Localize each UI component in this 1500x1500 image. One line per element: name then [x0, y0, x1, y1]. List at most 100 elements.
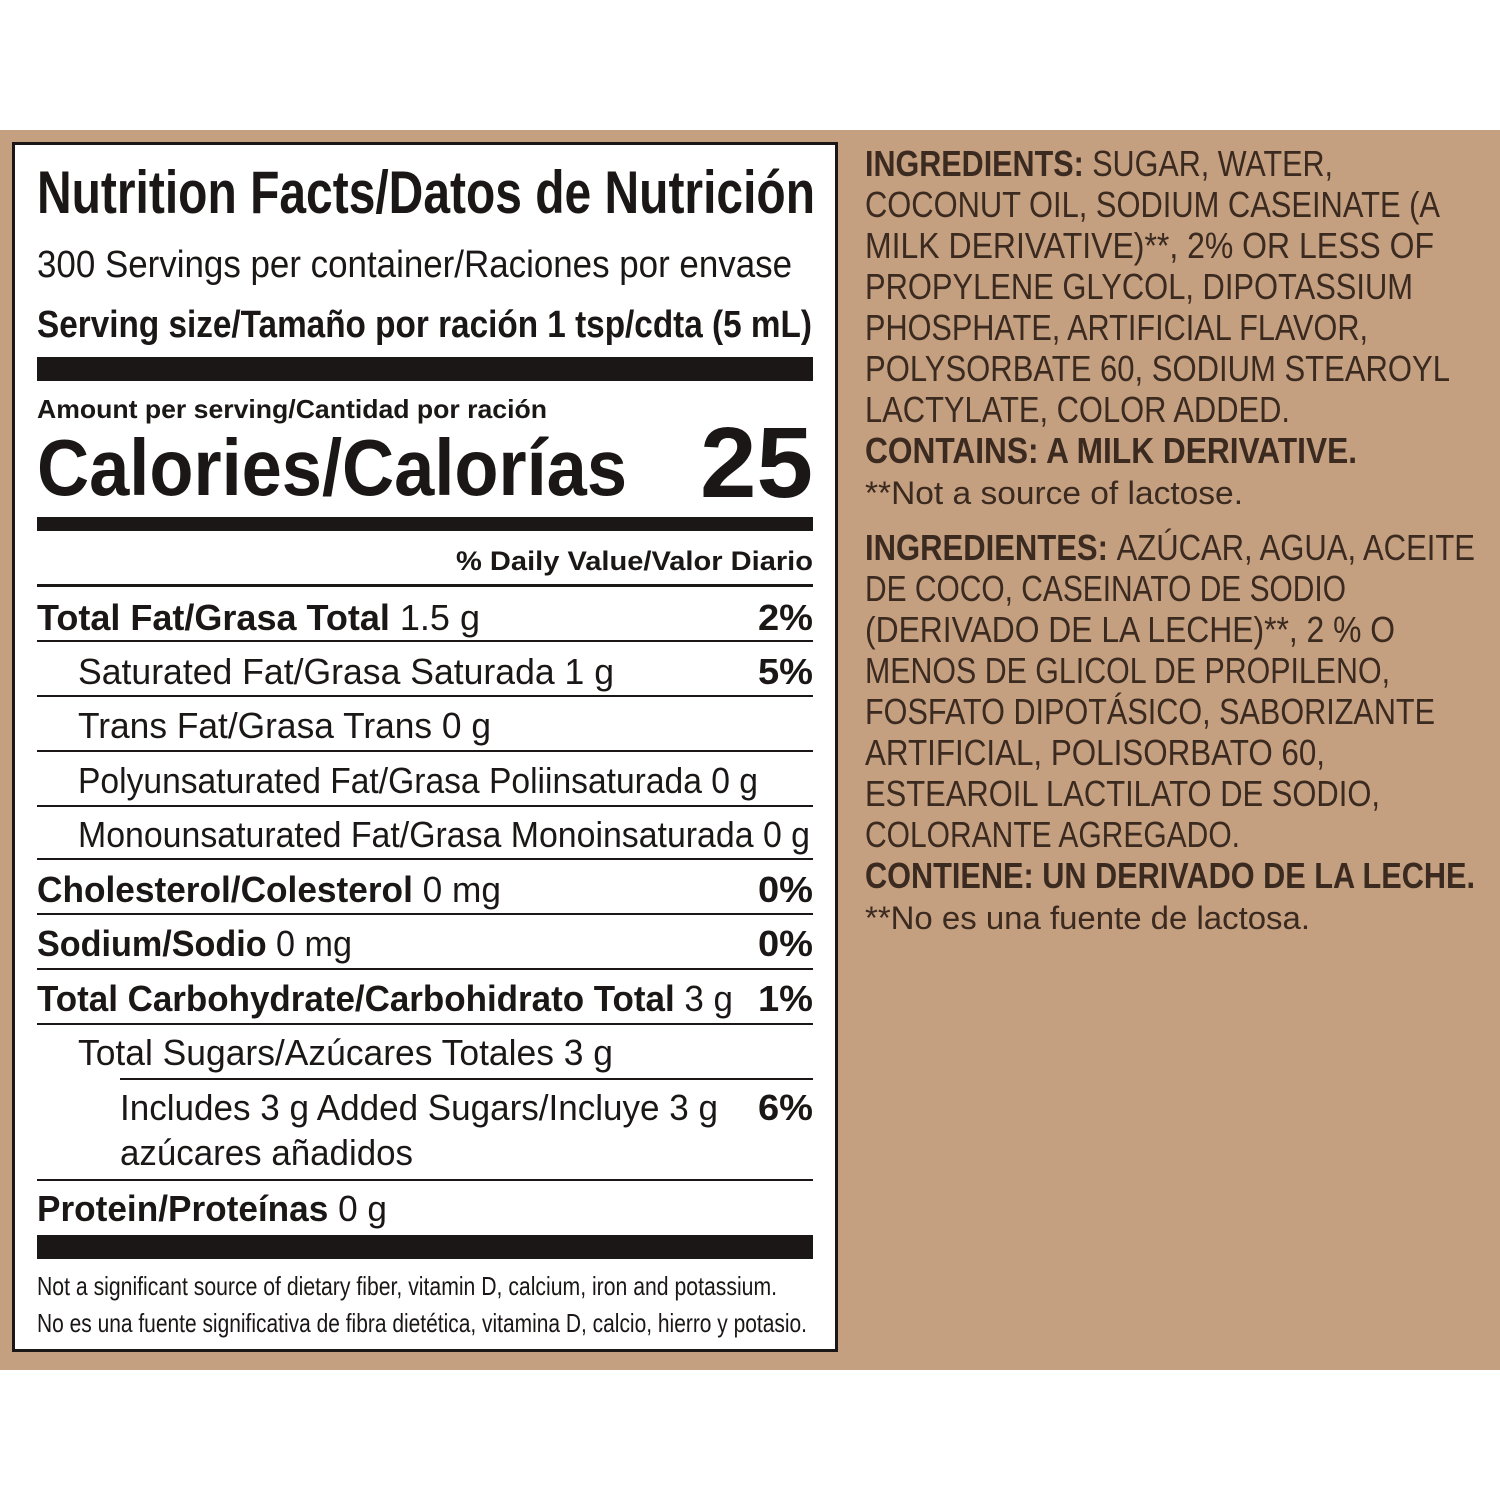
nutrient-name: Sodium/Sodio [37, 923, 267, 964]
ingredients-text: LACTYLATE, COLOR ADDED. [865, 389, 1290, 430]
ingredients-text: COCONUT OIL, SODIUM CASEINATE (A [865, 184, 1440, 225]
nutrient-name: Saturated Fat/Grasa Saturada [78, 651, 556, 692]
ingredients-text: ARTIFICIAL, POLISORBATO 60, [865, 732, 1325, 773]
nutrient-name: Cholesterol/Colesterol [37, 869, 413, 910]
nutrient-amount: 1.5 g [400, 597, 480, 638]
daily-value: 0% [758, 923, 813, 964]
ingredient-line: PHOSPHATE, ARTIFICIAL FLAVOR, [865, 307, 1368, 348]
ingredients-text: AZÚCAR, AGUA, ACEITE [1117, 527, 1475, 568]
nutrient-row: Protein/Proteínas0 g [37, 1188, 387, 1229]
ingredients-text: (DERIVADO DE LA LECHE)**, 2 % O [865, 609, 1395, 650]
daily-value: 2% [758, 597, 813, 638]
nutrient-name: Total Fat/Grasa Total [37, 597, 390, 638]
medium-rule [37, 517, 813, 531]
rule [37, 584, 813, 587]
ingredient-line: ESTEAROIL LACTILATO DE SODIO, [865, 773, 1380, 814]
daily-value: 6% [758, 1087, 813, 1128]
nutrient-row: Total Carbohydrate/Carbohidrato Total3 g [37, 978, 733, 1019]
ingredient-line: MENOS DE GLICOL DE PROPILENO, [865, 650, 1390, 691]
nutrient-amount: 0 g [442, 705, 491, 746]
lactose-note: **No es una fuente de lactosa. [865, 900, 1310, 936]
footnote: No es una fuente significativa de fibra … [37, 1308, 807, 1338]
ingredient-line: INGREDIENTS:SUGAR, WATER, [865, 143, 1333, 184]
daily-value: 1% [758, 978, 813, 1019]
ingredient-line: COCONUT OIL, SODIUM CASEINATE (A [865, 184, 1440, 225]
nutrient-amount: 3 g [564, 1032, 613, 1073]
nutrient-row: Total Fat/Grasa Total 1.5 g [37, 597, 480, 638]
row-rule [37, 1179, 813, 1181]
ingredient-line: (DERIVADO DE LA LECHE)**, 2 % O [865, 609, 1395, 650]
daily-value: 0% [758, 869, 813, 910]
ingredient-line: LACTYLATE, COLOR ADDED. [865, 389, 1290, 430]
daily-value-header: % Daily Value/Valor Diario [456, 546, 813, 576]
footnote: Not a significant source of dietary fibe… [37, 1271, 777, 1301]
ingredients-text: POLYSORBATE 60, SODIUM STEAROYL [865, 348, 1450, 389]
ingredient-line: COLORANTE AGREGADO. [865, 814, 1240, 855]
ingredient-line: FOSFATO DIPOTÁSICO, SABORIZANTE [865, 691, 1435, 732]
ingredients-text: COLORANTE AGREGADO. [865, 814, 1240, 855]
nutrient-name: Protein/Proteínas [37, 1188, 328, 1229]
nutrient-name: Trans Fat/Grasa Trans [78, 705, 432, 746]
ingredient-line: MILK DERIVATIVE)**, 2% OR LESS OF [865, 225, 1434, 266]
ingredients-text: PROPYLENE GLYCOL, DIPOTASSIUM [865, 266, 1413, 307]
ingredients-text: MENOS DE GLICOL DE PROPILENO, [865, 650, 1390, 691]
ingredients-text: ESTEAROIL LACTILATO DE SODIO, [865, 773, 1380, 814]
nutrient-row: Monounsaturated Fat/Grasa Monoinsaturada… [78, 814, 810, 855]
row-rule [37, 695, 813, 697]
ingredient-line: PROPYLENE GLYCOL, DIPOTASSIUM [865, 266, 1413, 307]
ingredients-label: INGREDIENTES: [865, 527, 1108, 568]
ingredients-text: MILK DERIVATIVE)**, 2% OR LESS OF [865, 225, 1434, 266]
daily-value: 5% [758, 651, 813, 692]
row-rule [37, 858, 813, 860]
row-rule [37, 750, 813, 752]
row-rule [120, 1078, 813, 1080]
calories-value: 25 [700, 407, 813, 519]
amount-per-serving: Amount per serving/Cantidad por ración [37, 394, 547, 424]
ingredients-text: FOSFATO DIPOTÁSICO, SABORIZANTE [865, 691, 1435, 732]
nutrient-amount: 0 g [338, 1188, 387, 1229]
ingredient-line: INGREDIENTES:AZÚCAR, AGUA, ACEITE [865, 527, 1475, 568]
nutrient-name: Polyunsaturated Fat/Grasa Poliinsaturada [78, 760, 703, 801]
lactose-note: **Not a source of lactose. [865, 475, 1243, 511]
ingredient-line: DE COCO, CASEINATO DE SODIO [865, 568, 1346, 609]
nutrient-row: Polyunsaturated Fat/Grasa Poliinsaturada… [78, 760, 758, 801]
row-rule [37, 640, 813, 642]
nutrient-amount: 1 g [565, 651, 614, 692]
servings: 300 Servings per container/Raciones por … [37, 244, 792, 286]
row-rule [37, 913, 813, 915]
contains: CONTIENE: UN DERIVADO DE LA LECHE. [865, 855, 1475, 896]
row-rule [37, 968, 813, 970]
nutrient-amount: 3 g [684, 978, 733, 1019]
ingredients-text: SUGAR, WATER, [1092, 143, 1333, 184]
row-rule [37, 805, 813, 807]
nutrient-amount: 0 mg [423, 869, 501, 910]
nutrient-row: Trans Fat/Grasa Trans0 g [78, 705, 491, 746]
nutrient-amount: 0 g [763, 814, 810, 855]
nutrient-row: Saturated Fat/Grasa Saturada 1 g [78, 651, 614, 692]
nutrient-amount: 0 g [711, 760, 758, 801]
contains: CONTAINS: A MILK DERIVATIVE. [865, 430, 1357, 471]
serving-size: Serving size/Tamaño por ración 1 tsp/cdt… [37, 304, 812, 346]
panel-title: Nutrition Facts/Datos de Nutrición [37, 159, 815, 226]
nutrient-name: Includes 3 g Added Sugars/Incluye 3 g [120, 1087, 718, 1128]
nutrient-row: Cholesterol/Colesterol0 mg [37, 869, 501, 910]
nutrient-name: Total Sugars/Azúcares Totales [78, 1032, 554, 1073]
thick-rule [37, 1235, 813, 1259]
thick-rule [37, 357, 813, 381]
nutrient-row: Total Sugars/Azúcares Totales3 g [78, 1032, 613, 1073]
ingredients-label: INGREDIENTS: [865, 143, 1084, 184]
nutrient-name: Total Carbohydrate/Carbohidrato Total [37, 978, 675, 1019]
ingredients-text: DE COCO, CASEINATO DE SODIO [865, 568, 1346, 609]
ingredient-line: POLYSORBATE 60, SODIUM STEAROYL [865, 348, 1450, 389]
nutrition-panel [12, 142, 838, 1352]
row-rule [37, 1023, 813, 1025]
calories-label: Calories/Calorías [37, 423, 627, 512]
nutrient-name-cont: azúcares añadidos [120, 1132, 413, 1173]
ingredients-text: PHOSPHATE, ARTIFICIAL FLAVOR, [865, 307, 1368, 348]
nutrient-name: Monounsaturated Fat/Grasa Monoinsaturada [78, 814, 754, 855]
nutrient-row: Sodium/Sodio0 mg [37, 923, 352, 964]
ingredient-line: ARTIFICIAL, POLISORBATO 60, [865, 732, 1325, 773]
nutrient-row: Includes 3 g Added Sugars/Incluye 3 g [120, 1087, 718, 1128]
nutrient-amount: 0 mg [276, 923, 352, 964]
